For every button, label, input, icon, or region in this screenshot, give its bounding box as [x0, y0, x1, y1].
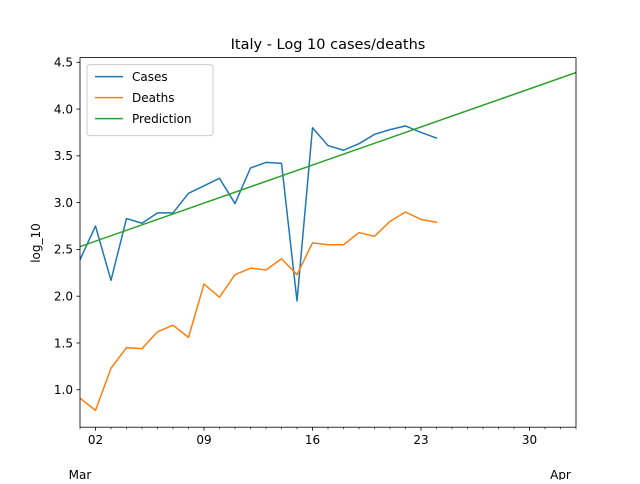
y-tick-label: 4.5 [54, 56, 73, 70]
y-tick-label: 2.5 [54, 243, 73, 257]
x-month-label: Apr [550, 468, 571, 480]
y-axis-label: log_10 [29, 223, 43, 263]
x-tick-label: 16 [305, 433, 320, 447]
legend-label-deaths: Deaths [132, 91, 175, 105]
legend-label-cases: Cases [132, 70, 168, 84]
x-major-ticks: 02 09 16 23 30 Mar Apr [69, 427, 571, 482]
x-month-label: Mar [69, 468, 92, 480]
x-tick-label: 30 [522, 433, 537, 447]
axes-frame [79, 57, 577, 428]
x-tick-label: 09 [196, 433, 211, 447]
y-tick-label: 1.0 [54, 383, 73, 397]
y-tick-label: 2.0 [54, 290, 73, 304]
y-tick-label: 1.5 [54, 336, 73, 350]
x-tick-label: 02 [88, 433, 103, 447]
series-line-cases [80, 125, 438, 302]
y-tick-label: 4.0 [54, 102, 73, 116]
series-line-deaths [80, 211, 438, 412]
y-tick-label: 3.0 [54, 196, 73, 210]
series-lines [80, 71, 576, 412]
legend-label-prediction: Prediction [132, 112, 192, 126]
chart-title: Italy - Log 10 cases/deaths [231, 37, 426, 53]
legend: Cases Deaths Prediction [86, 64, 214, 137]
plot-area: 02 09 16 23 30 Mar Apr 1.0 1.5 2.0 2.5 3.0 3.5 4.0 4.5… [54, 56, 577, 482]
series-line-prediction [80, 71, 576, 248]
y-tick-label: 3.5 [54, 149, 73, 163]
y-ticks: 1.0 1.5 2.0 2.5 3.0 3.5 4.0 4.5 [54, 56, 80, 397]
x-tick-label: 23 [413, 433, 428, 447]
